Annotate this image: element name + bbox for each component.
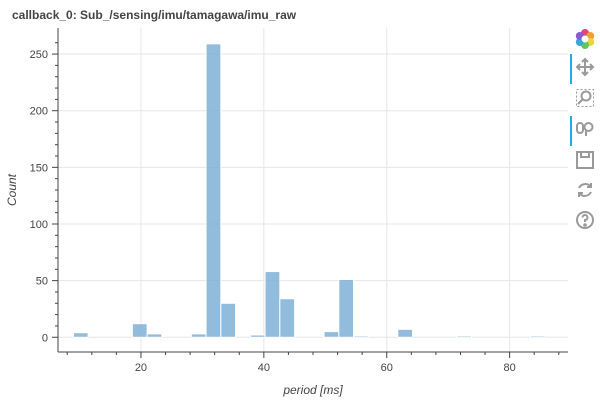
histogram-bar xyxy=(353,335,369,339)
histogram-bars xyxy=(72,43,546,339)
axes: 0 50 100 150 200 250 20 40 60 80 xyxy=(30,28,568,374)
histogram-bar xyxy=(205,43,222,338)
histogram-bar xyxy=(72,332,89,338)
reset-tool-icon[interactable] xyxy=(572,177,598,203)
y-tick-label: 250 xyxy=(30,49,48,61)
bokeh-logo-icon[interactable] xyxy=(572,26,598,52)
save-tool-icon[interactable] xyxy=(572,147,598,173)
histogram-bar xyxy=(338,278,355,338)
y-tick-label: 100 xyxy=(30,219,48,231)
pan-tool-icon[interactable] xyxy=(570,54,598,84)
y-tick-label: 50 xyxy=(36,276,48,288)
histogram-bar xyxy=(190,333,207,338)
x-tick-label: 40 xyxy=(258,362,270,374)
x-tick-label: 60 xyxy=(381,362,393,374)
histogram-bar xyxy=(146,333,163,338)
x-tick-label: 80 xyxy=(504,362,516,374)
histogram-bar xyxy=(530,335,546,339)
plot-toolbar xyxy=(568,24,600,244)
y-axis-label: Count xyxy=(5,173,19,206)
grid-lines xyxy=(58,28,568,352)
histogram-bar xyxy=(264,271,281,338)
y-tick-label: 0 xyxy=(42,332,48,344)
histogram-bar xyxy=(397,328,414,338)
x-tick-label: 20 xyxy=(135,362,147,374)
histogram-bar xyxy=(131,323,148,338)
histogram-bar xyxy=(456,335,473,339)
histogram-bar xyxy=(323,331,340,338)
histogram-bar xyxy=(279,298,296,338)
y-tick-label: 150 xyxy=(30,162,48,174)
wheel-zoom-tool-icon[interactable] xyxy=(570,116,598,146)
chart-title: callback_0: Sub_/sensing/imu/tamagawa/im… xyxy=(12,8,297,22)
x-axis-label: period [ms] xyxy=(282,383,343,397)
histogram-plot[interactable]: 0 50 100 150 200 250 20 40 60 80 period [ms] Coun… xyxy=(0,0,568,400)
help-tool-icon[interactable] xyxy=(572,207,598,233)
y-tick-label: 200 xyxy=(30,106,48,118)
histogram-bar xyxy=(220,302,237,338)
box-zoom-tool-icon[interactable] xyxy=(572,85,598,111)
histogram-bar xyxy=(249,334,266,338)
